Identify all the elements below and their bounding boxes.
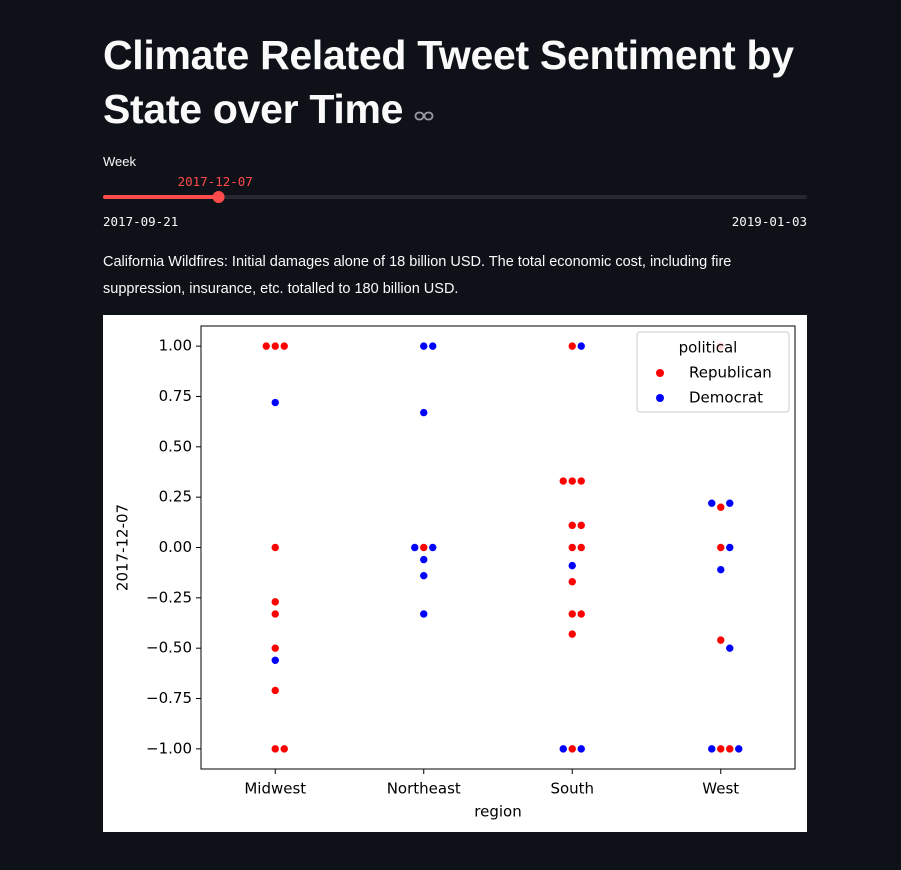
y-tick-label: 0.00 <box>159 538 192 556</box>
point <box>279 341 289 351</box>
legend-marker <box>656 369 664 377</box>
point <box>419 609 429 619</box>
point <box>576 476 586 486</box>
y-tick-label: −0.75 <box>146 689 192 707</box>
y-tick-label: −1.00 <box>146 739 192 757</box>
point <box>270 655 280 665</box>
x-tick-label: Northeast <box>387 780 461 798</box>
title-text: Climate Related Tweet Sentiment by State… <box>103 32 794 132</box>
legend: political Republican Democrat <box>636 331 790 413</box>
point <box>707 498 717 508</box>
point <box>270 543 280 552</box>
point <box>567 629 577 639</box>
x-axis-label: region <box>474 803 521 821</box>
point <box>270 597 280 607</box>
point <box>419 555 429 564</box>
legend-label: Democrat <box>689 389 763 407</box>
point <box>716 565 726 574</box>
y-tick-label: 0.25 <box>159 488 192 506</box>
slider-label: Week <box>103 154 136 169</box>
x-tick-label: Midwest <box>244 780 306 798</box>
point <box>576 543 586 552</box>
point <box>567 521 577 530</box>
point <box>576 521 586 530</box>
slider-max: 2019-01-03 <box>731 214 807 229</box>
legend-marker <box>656 394 664 402</box>
y-tick-label: 0.50 <box>159 437 192 455</box>
point <box>419 571 429 580</box>
slider-min: 2017-09-21 <box>103 214 179 229</box>
point <box>725 498 735 508</box>
point <box>567 577 577 587</box>
caption: California Wildfires: Initial damages al… <box>103 254 732 297</box>
point <box>576 744 586 754</box>
chart: 1.00 0.75 0.50 0.25 0.00 −0.25 −0.50 −0.75 −1.00… <box>103 315 807 832</box>
slider[interactable] <box>0 188 901 208</box>
point <box>270 398 280 407</box>
point <box>716 635 726 645</box>
point <box>576 341 586 351</box>
point <box>725 543 735 552</box>
legend-label: Republican <box>689 364 772 382</box>
point <box>567 543 577 552</box>
point <box>567 744 577 754</box>
legend-box <box>636 331 790 413</box>
point <box>567 476 577 486</box>
point <box>734 744 744 754</box>
point <box>567 341 577 351</box>
point <box>558 744 568 754</box>
point <box>279 744 289 754</box>
x-tick-label: South <box>550 780 594 798</box>
point <box>261 341 271 351</box>
legend-title: political <box>679 339 738 357</box>
slider-thumb[interactable] <box>212 191 225 203</box>
point <box>558 476 568 486</box>
y-tick-label: 1.00 <box>159 337 192 355</box>
y-axis-label: 2017-12-07 <box>114 504 132 591</box>
point <box>270 643 280 653</box>
point <box>716 744 726 754</box>
point <box>707 744 717 754</box>
point <box>567 609 577 619</box>
slider-value: 2017-12-07 <box>177 174 253 189</box>
slider-track <box>103 195 807 199</box>
point <box>270 744 280 754</box>
y-tick-label: −0.50 <box>146 639 192 657</box>
point <box>419 543 429 552</box>
point <box>716 502 726 512</box>
point <box>567 561 577 570</box>
point <box>716 543 726 552</box>
link-icon[interactable] <box>414 109 434 123</box>
title: Climate Related Tweet Sentiment by State… <box>103 28 823 136</box>
slider-fill <box>103 195 219 199</box>
y-tick-label: 0.75 <box>159 387 192 405</box>
point <box>270 341 280 351</box>
point <box>270 686 280 695</box>
point <box>428 341 438 351</box>
point <box>725 643 735 653</box>
y-tick-label: −0.25 <box>146 588 192 606</box>
x-tick-label: West <box>702 780 739 798</box>
point <box>428 543 438 552</box>
point <box>576 609 586 619</box>
point <box>419 408 429 417</box>
point <box>419 341 429 351</box>
point <box>725 744 735 754</box>
point <box>270 609 280 619</box>
point <box>410 543 420 552</box>
